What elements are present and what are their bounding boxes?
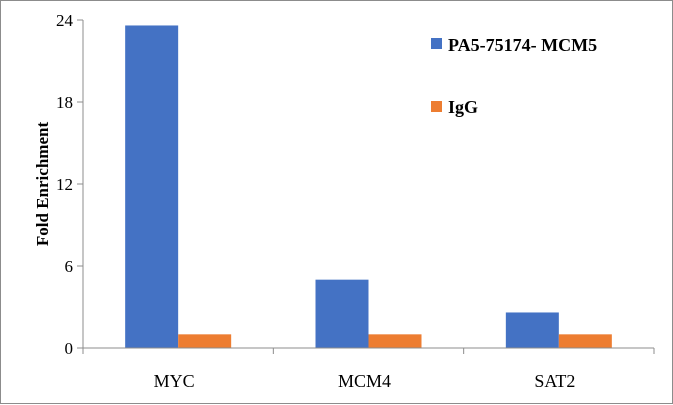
- category-label-myc: MYC: [154, 371, 195, 391]
- categories-layer: MYC MCM4 SAT2: [154, 371, 576, 391]
- y-tick-label: 12: [56, 175, 73, 194]
- bar-mcm4-igg: [368, 334, 422, 348]
- y-tick-label: 24: [56, 11, 74, 30]
- y-axis-label: Fold Enrichment: [33, 122, 52, 247]
- ticks-layer: 0 6 12 18 24: [56, 11, 655, 358]
- bar-sat2-igg: [558, 334, 612, 348]
- legend: PA5-75174- MCM5 IgG: [431, 35, 597, 117]
- legend-swatch-igg: [431, 101, 442, 112]
- y-tick-label: 0: [65, 339, 74, 358]
- bars-layer: [125, 25, 612, 348]
- bar-sat2-pa5-75174-mcm5: [505, 312, 559, 348]
- category-label-mcm4: MCM4: [338, 371, 391, 391]
- y-tick-label: 18: [56, 93, 73, 112]
- category-label-sat2: SAT2: [534, 371, 575, 391]
- legend-label-igg: IgG: [448, 97, 478, 117]
- bar-mcm4-pa5-75174-mcm5: [315, 279, 369, 348]
- legend-swatch-pa5-75174-mcm5: [431, 38, 442, 49]
- y-tick-label: 6: [65, 257, 74, 276]
- bar-myc-pa5-75174-mcm5: [125, 25, 179, 348]
- bar-myc-igg: [178, 334, 232, 348]
- legend-label-pa5-75174-mcm5: PA5-75174- MCM5: [448, 35, 597, 55]
